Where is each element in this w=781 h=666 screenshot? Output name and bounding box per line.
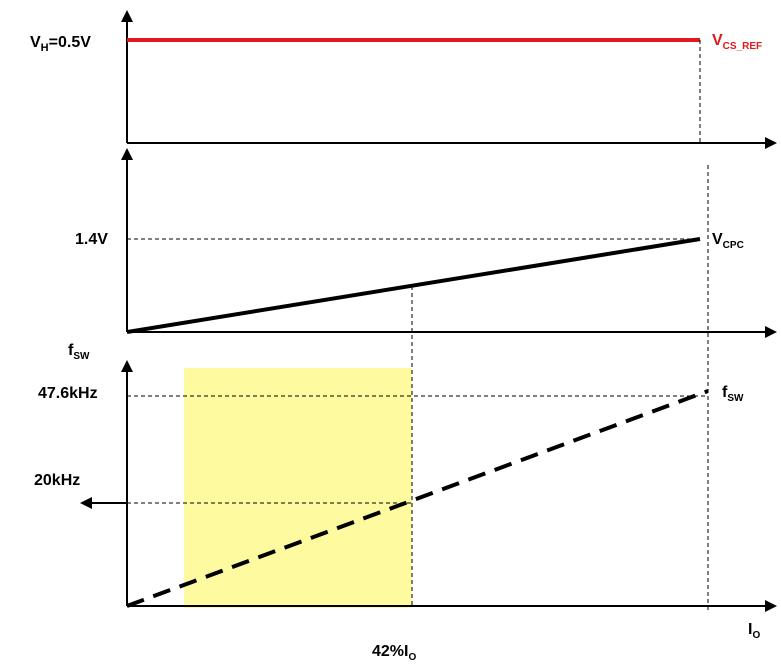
panel3-marker-label: 42%IO	[372, 643, 416, 663]
panel1-y-label: VH=0.5V	[30, 34, 91, 54]
panel1-series-label: VCS_REF	[712, 32, 762, 52]
panel3-x-axis-label: IO	[748, 621, 760, 641]
panel2-vcpc-line	[126, 237, 701, 334]
panel3-operating-region	[184, 368, 412, 608]
panel3-y-tick-mid: 20kHz	[34, 472, 80, 489]
panel3-fsw-line	[126, 389, 709, 608]
panel3-y-tick-max: 47.6kHz	[38, 385, 98, 402]
panel2-y-tick: 1.4V	[75, 231, 108, 248]
panel3-y-axis-label: fSW	[68, 342, 90, 362]
panel3-series-label: fSW	[722, 384, 744, 404]
panel2-series-label: VCPC	[712, 231, 744, 251]
